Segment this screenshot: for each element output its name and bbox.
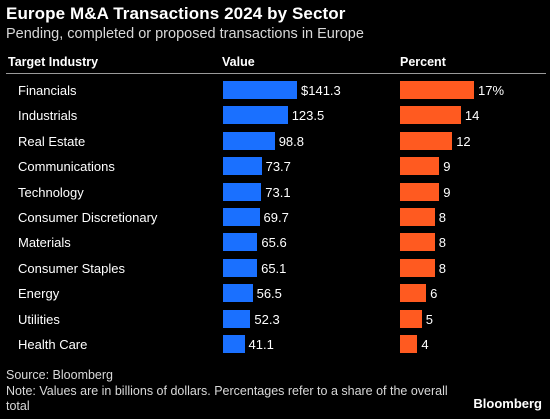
value-label: 41.1 (248, 337, 274, 352)
value-bar (223, 233, 258, 252)
percent-bar (400, 182, 440, 201)
value-bar (223, 284, 253, 303)
column-header-value: Value (222, 55, 255, 69)
value-label: 69.7 (263, 210, 289, 225)
table-row: Industrials 123.5 14 (0, 104, 550, 129)
value-label: 123.5 (291, 108, 325, 124)
industry-label: Consumer Staples (18, 260, 125, 276)
value-label: 73.1 (265, 184, 291, 200)
table-row: Utilities 52.3 5 (0, 308, 550, 333)
value-bar (223, 335, 245, 353)
chart-subtitle: Pending, completed or proposed transacti… (6, 26, 364, 42)
percent-label: 6 (430, 286, 438, 302)
value-bar (223, 131, 275, 150)
table-row: Financials $141.3 17% (0, 79, 550, 104)
industry-label: Consumer Discretionary (18, 210, 158, 225)
value-bar (223, 106, 288, 125)
column-header-industry: Target Industry (8, 55, 99, 69)
industry-label: Communications (18, 159, 115, 175)
table-row: Materials 65.6 8 (0, 231, 550, 256)
bloomberg-logo: Bloomberg (473, 396, 542, 411)
percent-label: 9 (443, 184, 451, 200)
value-bar (223, 309, 251, 328)
percent-bar (400, 233, 435, 252)
industry-label: Financials (18, 83, 77, 98)
percent-bar (400, 335, 418, 353)
column-header-percent: Percent (400, 55, 446, 69)
header-rule (6, 73, 546, 74)
value-label: 65.6 (261, 235, 287, 251)
table-row: Consumer Staples 65.1 8 (0, 257, 550, 282)
value-bar (223, 258, 258, 277)
percent-bar (400, 258, 435, 277)
industry-label: Real Estate (18, 133, 86, 149)
industry-label: Energy (18, 286, 60, 302)
value-bar (223, 157, 262, 176)
percent-bar (400, 106, 461, 125)
percent-bar (400, 81, 474, 99)
note-text: Note: Values are in billions of dollars.… (6, 384, 448, 413)
value-label: $141.3 (301, 83, 341, 98)
value-label: 65.1 (261, 260, 287, 276)
value-label: 98.8 (278, 133, 304, 149)
percent-label: 12 (456, 133, 471, 149)
value-bar (223, 81, 297, 99)
table-row: Energy 56.5 6 (0, 282, 550, 307)
value-label: 73.7 (265, 159, 291, 175)
percent-label: 14 (464, 108, 480, 124)
percent-bar (400, 157, 440, 176)
industry-label: Materials (18, 235, 71, 251)
value-label: 56.5 (256, 286, 282, 302)
percent-label: 4 (421, 337, 429, 352)
value-label: 52.3 (254, 311, 280, 327)
percent-label: 8 (438, 235, 447, 251)
percent-label: 8 (438, 210, 447, 225)
table-row: Consumer Discretionary 69.7 8 (0, 206, 550, 231)
percent-bar (400, 309, 422, 328)
industry-label: Industrials (18, 108, 78, 124)
percent-label: 5 (425, 311, 434, 327)
percent-bar (400, 131, 453, 150)
source-text: Source: Bloomberg (6, 368, 114, 382)
value-bar (223, 182, 262, 201)
value-bar (223, 208, 260, 226)
table-row: Communications 73.7 9 (0, 155, 550, 180)
industry-label: Technology (18, 184, 84, 200)
table-row: Real Estate 98.8 12 (0, 130, 550, 155)
percent-label: 17% (478, 83, 505, 98)
percent-label: 9 (443, 159, 451, 175)
industry-label: Utilities (18, 311, 60, 327)
chart-title: Europe M&A Transactions 2024 by Sector (6, 4, 346, 23)
industry-label: Health Care (18, 337, 88, 352)
table-row: Technology 73.1 9 (0, 181, 550, 206)
table-row: Health Care 41.1 4 (0, 333, 550, 358)
percent-bar (400, 284, 427, 303)
percent-label: 8 (438, 260, 447, 276)
percent-bar (400, 208, 435, 226)
